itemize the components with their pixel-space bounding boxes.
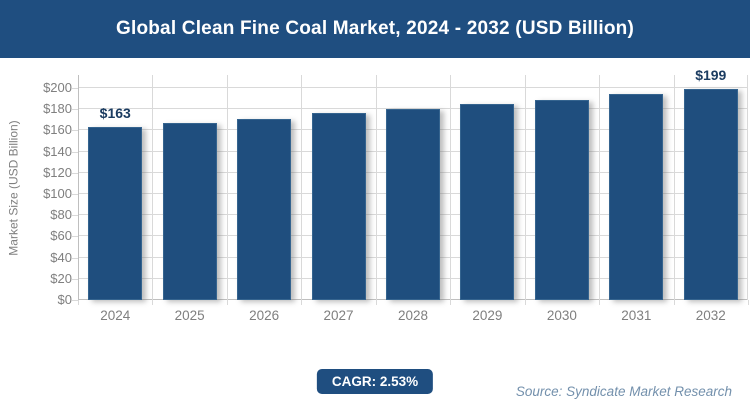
x-label-2027: 2027 (323, 308, 354, 323)
bar-2032 (683, 89, 738, 300)
y-tick-label-80: $80 (50, 207, 72, 223)
gridline-y-180 (78, 108, 748, 110)
x-tick-mark-2 (226, 300, 228, 305)
y-tick-label-120: $120 (43, 164, 72, 180)
y-tick-mark-80 (72, 215, 78, 217)
y-axis-line (78, 75, 79, 300)
gridline-y-200 (78, 87, 748, 88)
y-tick-label-180: $180 (43, 101, 72, 117)
gridline-x-1 (152, 75, 154, 300)
chart-title: Global Clean Fine Coal Market, 2024 - 20… (115, 18, 634, 39)
bar-2029 (460, 103, 515, 300)
y-tick-mark-160 (72, 130, 78, 132)
x-label-2026: 2026 (249, 308, 280, 323)
y-tick-label-160: $160 (43, 122, 72, 138)
y-tick-mark-180 (72, 109, 78, 111)
y-tick-mark-100 (72, 194, 78, 195)
x-tick-mark-8 (673, 300, 675, 305)
x-label-2025: 2025 (174, 308, 205, 323)
gridline-x-4 (375, 75, 377, 300)
x-label-2032: 2032 (695, 308, 726, 323)
bar-value-label-2024: $163 (99, 105, 131, 122)
x-label-2030: 2030 (546, 308, 577, 323)
bar-2024 (88, 127, 143, 300)
gridline-x-7 (599, 75, 601, 300)
bar-2025 (162, 122, 217, 300)
x-tick-mark-5 (450, 300, 452, 305)
gridline-x-6 (524, 75, 526, 300)
plot-area: $163 $199 (78, 67, 748, 300)
gridline-x-2 (226, 75, 228, 300)
y-tick-mark-40 (72, 257, 78, 259)
gridline-x-3 (301, 75, 303, 300)
y-tick-mark-0 (72, 300, 78, 301)
bar-2030 (534, 99, 589, 300)
gridline-x-8 (673, 75, 675, 300)
bar-2031 (609, 94, 664, 300)
bar-2026 (237, 118, 292, 300)
chart-title-bar: Global Clean Fine Coal Market, 2024 - 20… (0, 0, 750, 58)
y-tick-label-20: $20 (50, 270, 72, 286)
y-tick-mark-120 (72, 172, 78, 174)
x-label-2029: 2029 (472, 308, 503, 323)
y-tick-mark-60 (72, 236, 78, 238)
chart-area: Market Size (USD Billion) $163 $199 $0 $20… (0, 58, 750, 348)
y-tick-label-60: $60 (50, 228, 72, 244)
x-tick-mark-1 (152, 300, 154, 305)
y-tick-mark-140 (72, 151, 78, 153)
y-tick-label-40: $40 (50, 249, 72, 265)
y-tick-label-0: $0 (57, 292, 72, 307)
cagr-badge: CAGR: 2.53% (316, 369, 434, 394)
source-note: Source: Syndicate Market Research (515, 384, 732, 399)
x-tick-mark-7 (599, 300, 601, 305)
x-tick-mark-4 (375, 300, 377, 305)
y-tick-mark-200 (72, 88, 78, 89)
x-tick-mark-9 (748, 300, 749, 305)
bar-2028 (386, 109, 440, 300)
x-tick-mark-6 (524, 300, 526, 305)
gridline-x-9 (747, 75, 748, 300)
x-tick-mark-3 (301, 300, 303, 305)
x-label-2024: 2024 (100, 308, 131, 323)
gridline-x-5 (450, 75, 452, 300)
y-tick-label-200: $200 (43, 80, 72, 95)
x-tick-mark-0 (78, 300, 79, 305)
y-tick-label-140: $140 (43, 143, 72, 159)
y-tick-mark-20 (72, 278, 78, 280)
y-tick-label-100: $100 (43, 186, 72, 201)
bar-value-label-2032: $199 (695, 67, 727, 84)
bar-2027 (311, 113, 366, 300)
x-label-2028: 2028 (397, 308, 428, 323)
x-label-2031: 2031 (621, 308, 652, 323)
